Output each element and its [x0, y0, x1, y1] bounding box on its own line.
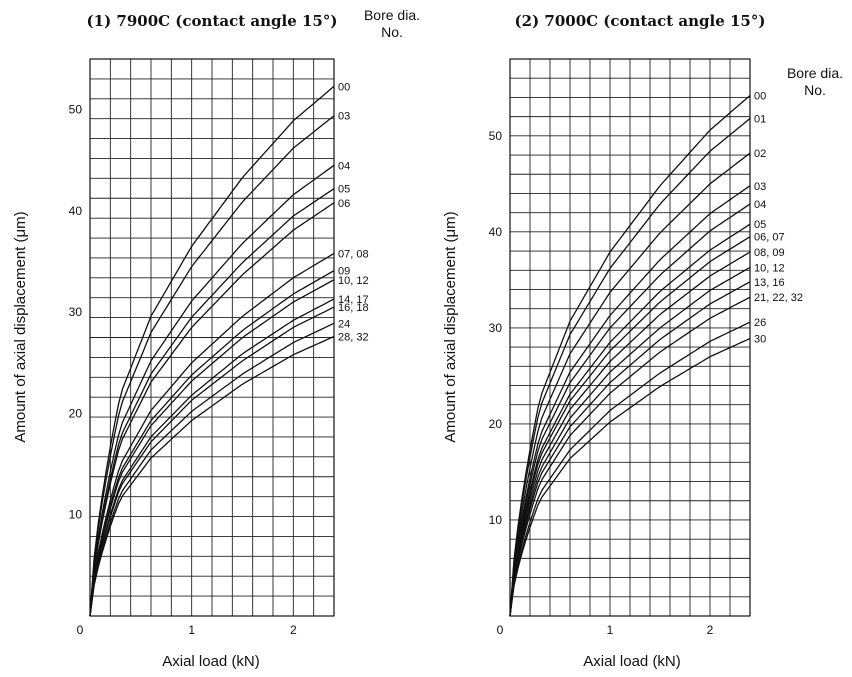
series-curve: [509, 236, 751, 617]
series-label: 16, 18: [338, 302, 369, 314]
series-curve: [509, 223, 751, 617]
x-tick-label: 2: [707, 623, 714, 637]
series-label: 13, 16: [754, 277, 785, 289]
series-label: 10, 12: [338, 275, 369, 287]
x-tick-labels: 0 1 2: [497, 623, 714, 637]
y-axis-label: Amount of axial displacement (μm): [442, 211, 459, 442]
series-curve: [89, 335, 335, 617]
series-label: 30: [754, 333, 766, 345]
legend-title-line1: Bore dia.: [364, 7, 420, 23]
y-tick-label: 50: [69, 103, 83, 117]
x-tick-labels: 0 1 2: [77, 623, 297, 637]
series-label: 24: [338, 318, 350, 330]
series-curve: [509, 203, 751, 617]
series-curve: [89, 202, 335, 617]
y-tick-labels: 10 20 30 40 50: [69, 103, 83, 522]
x-tick-label: 0: [77, 623, 84, 637]
series-label: 05: [754, 219, 766, 231]
chart-title: (1) 7900C (contact angle 15°): [87, 12, 338, 30]
y-tick-label: 10: [489, 513, 503, 527]
plot-frame: [509, 58, 751, 617]
series-curves: [89, 85, 335, 617]
series-label: 09: [338, 266, 350, 278]
series-label: 28, 32: [338, 331, 369, 343]
series-curve: [509, 185, 751, 617]
series-curve: [509, 296, 751, 617]
series-curves: [509, 95, 751, 617]
series-curve: [89, 115, 335, 617]
series-curve: [89, 85, 335, 617]
legend-title-line2: No.: [804, 82, 826, 98]
series-curve: [89, 252, 335, 617]
series-curve: [509, 117, 751, 617]
series-label: 14, 17: [338, 294, 369, 306]
series-label: 06, 07: [754, 232, 785, 244]
y-tick-label: 40: [489, 225, 503, 239]
series-label: 03: [338, 111, 350, 123]
series-label: 08, 09: [754, 247, 785, 259]
series-curve: [89, 298, 335, 617]
y-tick-label: 10: [69, 508, 83, 522]
chart-7000c: (2) 7000C (contact angle 15°) 0001020304…: [442, 12, 843, 670]
series-curve: [509, 266, 751, 617]
series-label: 00: [338, 81, 350, 93]
x-tick-label: 1: [188, 623, 195, 637]
series-label: 21, 22, 32: [754, 292, 803, 304]
series-curve: [509, 251, 751, 617]
series-curve: [89, 306, 335, 617]
chart-title: (2) 7000C (contact angle 15°): [515, 12, 766, 30]
series-label: 00: [754, 90, 766, 102]
y-tick-label: 50: [489, 129, 503, 143]
series-curve: [89, 164, 335, 617]
x-axis-label: Axial load (kN): [162, 653, 260, 670]
series-curve: [509, 281, 751, 617]
chart-7900c: (1) 7900C (contact angle 15°) 00 03 04 05 06…: [12, 7, 420, 670]
plot-frame: [89, 58, 335, 617]
y-tick-label: 20: [69, 406, 83, 420]
series-curve: [509, 152, 751, 617]
series-label: 26: [754, 317, 766, 329]
series-curve: [89, 270, 335, 617]
y-tick-label: 20: [489, 417, 503, 431]
series-curve: [89, 279, 335, 617]
legend-title-line2: No.: [381, 24, 403, 40]
series-label: 10, 12: [754, 262, 785, 274]
series-curve: [509, 95, 751, 617]
series-curve: [509, 337, 751, 617]
series-label: 01: [754, 114, 766, 126]
series-label: 05: [338, 184, 350, 196]
x-tick-label: 2: [290, 623, 297, 637]
series-label: 07, 08: [338, 248, 369, 260]
x-tick-label: 0: [497, 623, 504, 637]
series-curve: [89, 188, 335, 617]
plot-grid: [509, 58, 751, 617]
series-label: 04: [754, 199, 766, 211]
series-label: 06: [338, 198, 350, 210]
series-curve: [89, 322, 335, 617]
series-label: 02: [754, 148, 766, 160]
y-tick-label: 40: [69, 204, 83, 218]
y-axis-label: Amount of axial displacement (μm): [12, 211, 29, 442]
series-label: 03: [754, 181, 766, 193]
x-axis-label: Axial load (kN): [583, 653, 681, 670]
legend-title-line1: Bore dia.: [787, 65, 843, 81]
y-tick-labels: 10 20 30 40 50: [489, 129, 503, 527]
y-tick-label: 30: [489, 321, 503, 335]
series-curve: [509, 321, 751, 617]
x-tick-label: 1: [607, 623, 614, 637]
plot-grid: [89, 58, 335, 617]
y-tick-label: 30: [69, 305, 83, 319]
series-label: 04: [338, 160, 350, 172]
